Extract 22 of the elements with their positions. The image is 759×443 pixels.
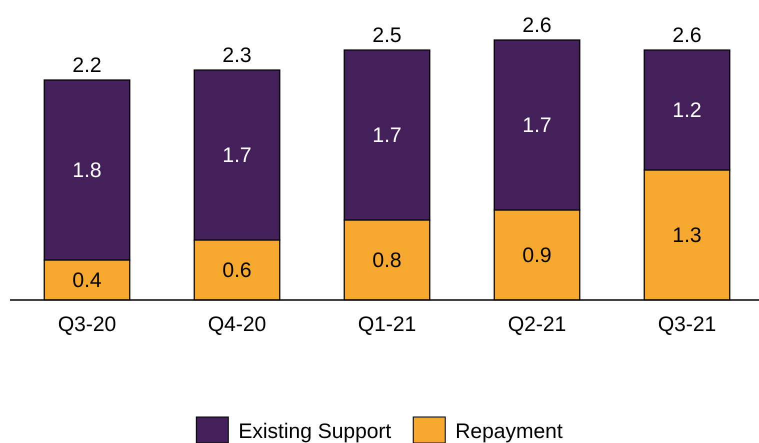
x-tick-label: Q1-21 <box>358 312 416 336</box>
data-label: 1.8 <box>72 159 102 182</box>
data-label: 1.2 <box>672 99 702 122</box>
data-label: 1.7 <box>372 124 402 147</box>
total-label: 2.3 <box>222 44 252 67</box>
x-tick-label: Q4-20 <box>208 312 266 336</box>
total-label: 2.2 <box>72 54 102 77</box>
data-label: 0.9 <box>522 244 552 267</box>
x-tick-label: Q3-20 <box>58 312 116 336</box>
legend-label: Existing Support <box>238 420 392 443</box>
total-label: 2.5 <box>372 24 402 47</box>
legend-label: Repayment <box>455 420 563 443</box>
total-label: 2.6 <box>522 14 552 37</box>
data-label: 0.4 <box>72 269 102 292</box>
x-tick-label: Q3-21 <box>658 312 716 336</box>
data-label: 0.8 <box>372 249 402 272</box>
data-label: 1.7 <box>522 114 552 137</box>
data-label: 1.3 <box>672 224 702 247</box>
x-tick-label: Q2-21 <box>508 312 566 336</box>
data-label: 0.6 <box>222 259 252 282</box>
data-label: 1.7 <box>222 144 252 167</box>
total-label: 2.6 <box>672 24 702 47</box>
